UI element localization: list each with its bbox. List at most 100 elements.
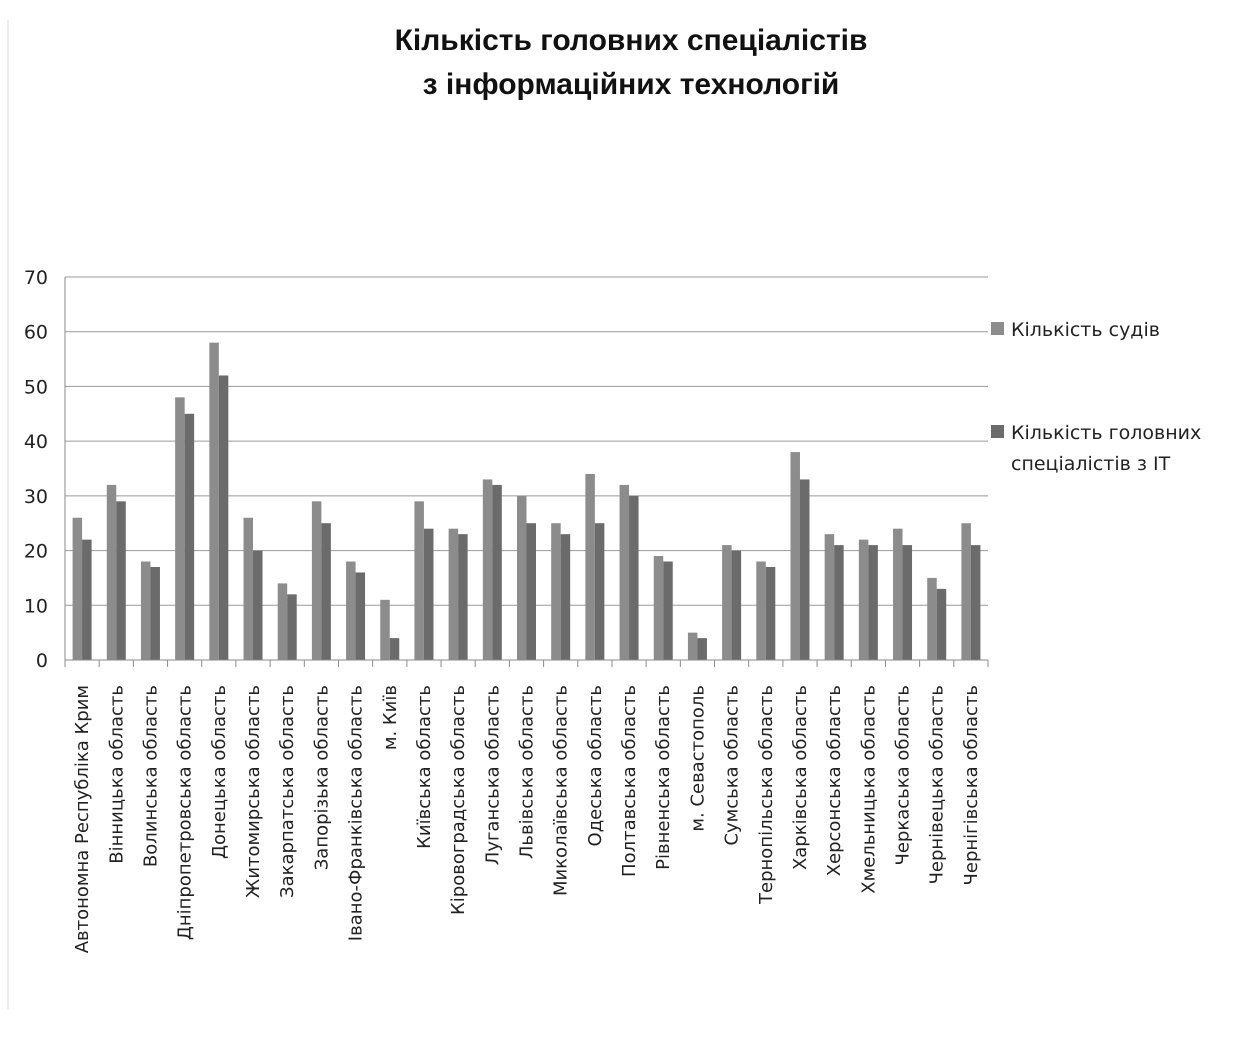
x-category-label: Хмельницька область xyxy=(858,685,879,894)
bar-it-specialists xyxy=(458,534,468,660)
x-category-label: Вінницька область xyxy=(106,685,127,864)
bar-courts xyxy=(311,501,322,660)
x-category-label: Одеська область xyxy=(585,685,606,846)
bar-courts xyxy=(448,528,459,660)
bar-it-specialists xyxy=(560,534,571,660)
bar-courts xyxy=(858,539,869,660)
bar-it-specialists xyxy=(82,539,92,660)
y-tick-label: 10 xyxy=(24,595,48,617)
chart-title-line-1: Кількість головних спеціалістів xyxy=(395,24,868,57)
x-category-label: Івано-Франківська область xyxy=(346,685,367,941)
bar-it-specialists xyxy=(970,545,981,660)
legend-label-courts: Кількість судів xyxy=(1011,319,1160,341)
bar-courts xyxy=(653,556,664,660)
bar-courts xyxy=(619,484,630,660)
bar-it-specialists xyxy=(902,545,913,660)
bar-courts xyxy=(346,561,356,660)
x-category-label: Дніпропетровська область xyxy=(175,685,196,940)
x-category-label: Черкаська область xyxy=(893,685,914,866)
legend-label-it-specialists-line-2: спеціалістів з ІТ xyxy=(1011,453,1171,475)
bar-courts xyxy=(756,561,766,660)
bar-it-specialists xyxy=(799,479,810,660)
bar-it-specialists xyxy=(423,528,434,660)
bar-courts xyxy=(927,577,937,660)
x-category-label: Чернігівська область xyxy=(961,685,982,885)
x-category-label: Луганська область xyxy=(482,685,503,865)
bar-it-specialists xyxy=(218,375,229,660)
x-category-label: Львівська область xyxy=(517,685,538,859)
x-category-label: Київська область xyxy=(414,685,435,849)
bar-it-specialists xyxy=(389,638,400,660)
bar-courts xyxy=(277,583,288,660)
x-axis: Автономна Республіка Крим Вінницька облас… xyxy=(64,659,989,953)
bar-it-specialists xyxy=(868,545,878,660)
y-tick-label: 30 xyxy=(24,486,48,508)
bar-it-specialists xyxy=(184,413,195,660)
bar-it-specialists xyxy=(492,484,502,660)
bar-courts xyxy=(140,561,151,660)
x-category-label: Харківська область xyxy=(790,685,811,870)
x-category-label: Запорізька область xyxy=(311,685,332,870)
y-tick-label: 20 xyxy=(24,541,48,563)
x-category-label: Рівненська область xyxy=(653,685,674,870)
bar-it-specialists xyxy=(629,495,639,660)
y-tick-label: 0 xyxy=(36,650,48,672)
x-category-label: Житомирська область xyxy=(243,685,264,898)
bar-courts xyxy=(893,528,903,660)
x-category-label: Тернопільська область xyxy=(756,685,777,905)
x-category-label: Волинська область xyxy=(140,685,161,867)
x-category-label: Херсонська область xyxy=(824,685,845,876)
legend: Кількість судів Кількість головних спеці… xyxy=(991,319,1201,475)
x-category-label: Чернівецька область xyxy=(927,685,948,884)
bar-courts xyxy=(687,632,698,660)
bar-it-specialists xyxy=(287,594,297,660)
bar-courts xyxy=(482,479,493,660)
bar-it-specialists xyxy=(355,572,366,660)
bar-it-specialists xyxy=(321,523,331,660)
bar-courts xyxy=(790,452,800,660)
bar-courts xyxy=(175,397,185,660)
y-axis: 0 10 20 30 40 50 60 70 xyxy=(24,267,66,672)
legend-label-it-specialists-line-1: Кількість головних xyxy=(1011,422,1201,444)
bar-it-specialists xyxy=(731,550,742,660)
y-tick-label: 70 xyxy=(24,267,48,289)
x-category-label: Закарпатська область xyxy=(277,685,298,898)
bar-courts xyxy=(414,501,424,660)
bar-courts xyxy=(106,484,117,660)
x-category-label: м. Київ xyxy=(380,685,401,750)
x-category-label: Полтавська область xyxy=(619,685,640,877)
bar-courts xyxy=(824,534,835,660)
x-category-label: Сумська область xyxy=(722,685,743,846)
bar-it-specialists xyxy=(936,588,947,660)
bar-courts xyxy=(551,523,561,660)
chart-title-line-2: з інформаційних технологій xyxy=(423,68,840,101)
bar-courts xyxy=(961,523,971,660)
legend-swatch-courts xyxy=(991,322,1004,335)
bar-courts xyxy=(243,517,254,660)
x-category-label: Кіровоградська область xyxy=(448,685,469,915)
bar-it-specialists xyxy=(834,545,844,660)
bar-it-specialists xyxy=(116,501,126,660)
bar-it-specialists xyxy=(663,561,673,660)
x-category-label: Миколаївська область xyxy=(551,685,572,896)
bar-courts xyxy=(722,545,732,660)
y-tick-label: 40 xyxy=(24,431,48,453)
bar-courts xyxy=(380,599,390,660)
bars xyxy=(72,342,981,660)
bar-it-specialists xyxy=(697,638,707,660)
bar-courts xyxy=(209,342,219,660)
legend-swatch-it-specialists xyxy=(991,425,1004,438)
bar-it-specialists xyxy=(594,523,605,660)
x-category-label: Автономна Республіка Крим xyxy=(72,685,93,953)
bar-courts xyxy=(517,495,527,660)
y-tick-label: 50 xyxy=(24,376,48,398)
x-category-label: м. Севастополь xyxy=(687,685,708,832)
x-category-label: Донецька область xyxy=(209,685,230,859)
chart-title: Кількість головних спеціалістів з інформ… xyxy=(395,24,868,101)
bar-it-specialists xyxy=(526,523,536,660)
bar-it-specialists xyxy=(253,550,263,660)
bar-courts xyxy=(585,473,595,660)
bar-it-specialists xyxy=(150,566,160,660)
bar-it-specialists xyxy=(765,566,776,660)
